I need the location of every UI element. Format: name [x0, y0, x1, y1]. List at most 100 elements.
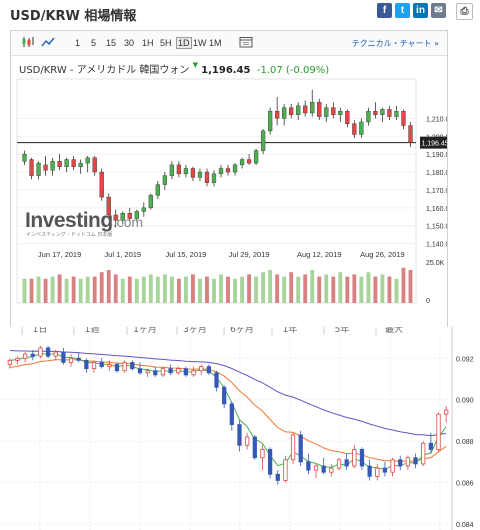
candle-body: [36, 162, 41, 176]
print-button[interactable]: ⎙: [456, 3, 473, 20]
current-price-tag: [420, 136, 447, 149]
volume-bar: [401, 267, 406, 303]
interval-1h-button[interactable]: 1H: [142, 38, 154, 48]
interval-1-button[interactable]: 1: [75, 38, 81, 48]
candle-body: [246, 159, 252, 164]
candle-body: [382, 467, 388, 473]
candle-body: [162, 175, 167, 185]
candle-body: [275, 473, 280, 481]
candle-body: [176, 164, 182, 175]
candle-body: [239, 159, 245, 166]
timeframe-tab[interactable]: 1週: [85, 327, 100, 335]
candle-body: [43, 164, 48, 171]
timeframe-tab[interactable]: 5年: [335, 327, 350, 335]
interval-5-button[interactable]: 5: [91, 38, 97, 48]
interval-1d-button[interactable]: 1D: [176, 37, 192, 49]
twitter-share-button[interactable]: t: [395, 3, 410, 18]
candle-body: [253, 150, 259, 164]
candle-body: [408, 125, 413, 143]
line-chart-type-icon[interactable]: [41, 36, 55, 48]
email-share-button[interactable]: ✉: [431, 3, 446, 18]
candlestick-type-icon[interactable]: [21, 36, 35, 48]
candle-body: [421, 442, 426, 465]
candle-body: [282, 107, 287, 119]
candle-body: [380, 109, 385, 115]
volume-bar: [296, 276, 301, 303]
x-tick-label: Aug 26, 2019: [360, 250, 405, 259]
volume-bar: [240, 276, 244, 303]
interval-1w-button[interactable]: 1W: [193, 38, 207, 48]
timeframe-tab[interactable]: 6ヶ月: [230, 327, 254, 335]
volume-bar: [310, 270, 315, 303]
candle-body: [359, 121, 364, 135]
candle-body: [283, 459, 288, 481]
timeframe-tab[interactable]: 1日: [33, 327, 48, 335]
timeframe-tab[interactable]: 最大: [385, 327, 403, 335]
candle-body: [114, 364, 120, 372]
candle-body: [218, 168, 224, 175]
volume-bar: [127, 276, 132, 303]
facebook-share-button[interactable]: f: [377, 3, 392, 18]
timeframe-tab[interactable]: 3ヶ月: [183, 327, 207, 335]
candle-body: [99, 171, 104, 198]
candle-body: [237, 424, 242, 446]
volume-bar: [408, 270, 413, 303]
candle-body: [306, 461, 311, 471]
candle-body: [183, 168, 189, 175]
y-tick-label: 0.090: [456, 398, 474, 405]
volume-bar: [394, 278, 399, 303]
interval-5h-button[interactable]: 5H: [160, 38, 172, 48]
candle-body: [204, 171, 210, 183]
volume-bar: [176, 278, 181, 303]
price-chart[interactable]: 1,210.001,200.001,190.001,180.001,170.00…: [11, 31, 447, 327]
candle-body: [331, 107, 336, 115]
timeframe-tab[interactable]: 1年: [283, 327, 298, 335]
linkedin-share-button[interactable]: in: [413, 3, 428, 18]
volume-bar: [359, 276, 364, 303]
candle-body: [78, 162, 83, 167]
candle-body: [30, 353, 35, 357]
rate-chart[interactable]: 1日 1週 1ヶ月 3ヶ月 6ヶ月 1年 5年 最大 0.092 0.090 0.088 0.086 0…: [0, 327, 480, 530]
price-change: -1.07: [256, 65, 283, 76]
candle-body: [107, 364, 112, 367]
interval-15-button[interactable]: 15: [106, 38, 117, 48]
y-tick-label: 1,140.00: [426, 242, 447, 249]
candle-body: [298, 434, 303, 463]
candle-body: [50, 161, 55, 171]
investing-logo: Investing.com インベスティング・ドットコム 日本版: [25, 209, 143, 238]
volume-bar: [338, 272, 343, 303]
volume-bar: [282, 276, 287, 303]
price-change-percent: (-0.09%): [285, 65, 330, 76]
candle-body: [260, 130, 266, 151]
volume-bar: [289, 272, 294, 303]
candle-body: [268, 111, 273, 132]
volume-bar: [373, 276, 378, 303]
interval-1m-button[interactable]: 1M: [209, 38, 222, 48]
x-tick-label: Jul 15, 2019: [165, 250, 206, 259]
candle-body: [183, 368, 189, 376]
candle-body: [373, 111, 378, 115]
current-price-label: 1,196.45: [421, 141, 447, 148]
candle-body: [15, 357, 20, 361]
timeframe-tab[interactable]: 1ヶ月: [133, 327, 157, 335]
candle-body: [394, 111, 399, 117]
candle-body: [317, 102, 322, 117]
candle-body: [214, 372, 219, 388]
candle-body: [390, 459, 395, 473]
candle-body: [176, 368, 181, 374]
volume-max-label: 25.0K: [426, 260, 445, 267]
calendar-icon[interactable]: [239, 36, 253, 48]
technical-chart-link[interactable]: テクニカル・チャート »: [351, 39, 439, 48]
candle-body: [141, 207, 146, 212]
volume-bar: [183, 276, 188, 303]
candle-body: [252, 436, 257, 459]
candle-body: [206, 366, 211, 374]
candle-body: [336, 459, 342, 469]
candle-body: [444, 409, 449, 415]
candle-body: [84, 359, 89, 370]
volume-bar: [43, 278, 48, 303]
y-tick-label: 0.086: [456, 481, 474, 488]
volume-bar: [169, 276, 174, 303]
ma-fast-line: [9, 352, 447, 471]
interval-30-button[interactable]: 30: [124, 38, 135, 48]
